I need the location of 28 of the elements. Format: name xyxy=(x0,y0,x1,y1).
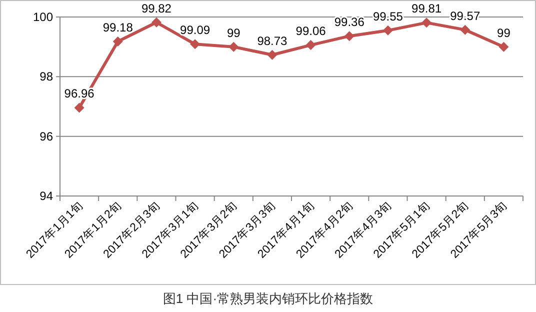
data-label: 99.09 xyxy=(180,23,210,38)
data-label: 99.82 xyxy=(141,1,172,16)
point xyxy=(460,24,470,35)
point xyxy=(306,40,316,50)
y-tick-label: 96 xyxy=(40,129,54,144)
point xyxy=(344,31,354,42)
text: 图1 中国·常熟男装内销环比价格指数 xyxy=(162,291,374,306)
data-label: 99.06 xyxy=(296,24,326,38)
y-tick-label: 98 xyxy=(40,70,54,84)
point xyxy=(267,50,278,60)
point xyxy=(422,18,432,28)
data-label: 99.57 xyxy=(450,8,480,23)
point xyxy=(228,42,239,52)
y-tick-label: 94 xyxy=(40,189,54,203)
data-label: 99.36 xyxy=(334,15,365,30)
data-label: 98.73 xyxy=(257,34,288,48)
data-label: 99 xyxy=(226,26,241,40)
point xyxy=(382,25,393,36)
data-label: 99 xyxy=(497,26,511,40)
point xyxy=(498,42,509,52)
y-tick-label: 100 xyxy=(32,10,54,24)
point xyxy=(74,102,84,113)
data-label: 99.81 xyxy=(412,2,442,16)
data-label: 99.55 xyxy=(372,9,404,24)
point xyxy=(151,17,162,28)
point xyxy=(190,39,200,50)
data-label: 99.18 xyxy=(102,20,134,34)
point xyxy=(112,36,123,46)
